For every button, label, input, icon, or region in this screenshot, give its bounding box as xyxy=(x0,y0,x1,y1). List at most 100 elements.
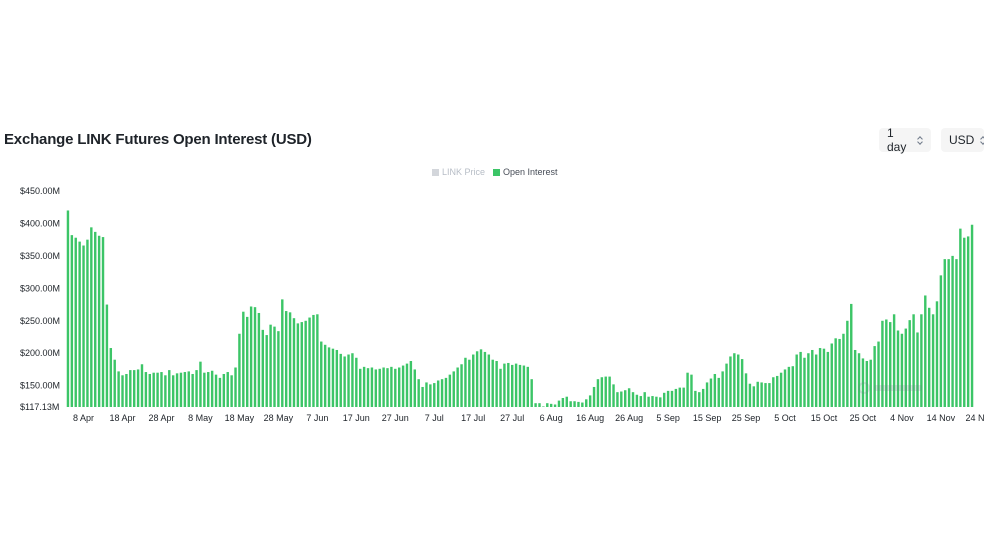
open-interest-bar[interactable] xyxy=(553,404,557,407)
open-interest-bar[interactable] xyxy=(916,332,919,407)
open-interest-bar[interactable] xyxy=(413,369,416,407)
open-interest-bar[interactable] xyxy=(304,320,307,407)
open-interest-bar[interactable] xyxy=(842,333,845,407)
open-interest-bar[interactable] xyxy=(109,348,113,407)
open-interest-bar[interactable] xyxy=(378,368,381,407)
open-interest-bar[interactable] xyxy=(499,368,502,407)
open-interest-bar[interactable] xyxy=(249,306,253,408)
open-interest-bar[interactable] xyxy=(713,373,717,407)
open-interest-bar[interactable] xyxy=(803,357,806,407)
open-interest-bar[interactable] xyxy=(549,403,553,407)
open-interest-bar[interactable] xyxy=(296,323,300,407)
interval-select[interactable]: 1 day xyxy=(879,126,931,154)
currency-select[interactable]: USD xyxy=(941,128,984,152)
open-interest-bar[interactable] xyxy=(292,318,296,407)
open-interest-bar[interactable] xyxy=(507,362,510,407)
open-interest-bar[interactable] xyxy=(538,403,541,407)
open-interest-bar[interactable] xyxy=(417,379,420,407)
open-interest-bar[interactable] xyxy=(908,320,911,407)
open-interest-bar[interactable] xyxy=(214,374,218,407)
open-interest-bar[interactable] xyxy=(94,231,97,407)
open-interest-bar[interactable] xyxy=(694,390,697,407)
open-interest-bar[interactable] xyxy=(690,374,693,407)
open-interest-bar[interactable] xyxy=(581,402,584,407)
open-interest-bar[interactable] xyxy=(195,370,198,407)
open-interest-bar[interactable] xyxy=(666,390,670,407)
open-interest-bar[interactable] xyxy=(347,354,350,407)
open-interest-bar[interactable] xyxy=(729,356,732,407)
open-interest-bar[interactable] xyxy=(281,299,284,407)
open-interest-bar[interactable] xyxy=(218,377,222,407)
open-interest-bar[interactable] xyxy=(678,387,681,407)
open-interest-bar[interactable] xyxy=(390,366,393,407)
open-interest-bar[interactable] xyxy=(207,372,210,407)
open-interest-bar[interactable] xyxy=(573,401,576,407)
open-interest-bar[interactable] xyxy=(791,366,794,407)
open-interest-bar[interactable] xyxy=(585,399,588,407)
open-interest-bar[interactable] xyxy=(951,255,954,407)
open-interest-bar[interactable] xyxy=(577,401,580,407)
open-interest-bar[interactable] xyxy=(335,349,339,407)
open-interest-bar[interactable] xyxy=(132,370,136,407)
open-interest-bar[interactable] xyxy=(448,374,452,407)
open-interest-bar[interactable] xyxy=(312,314,315,407)
open-interest-bar[interactable] xyxy=(140,364,144,407)
open-interest-bar[interactable] xyxy=(257,312,261,407)
open-interest-bar[interactable] xyxy=(121,375,124,407)
open-interest-bar[interactable] xyxy=(514,363,518,407)
open-interest-bar[interactable] xyxy=(409,361,413,407)
legend-item-open-interest[interactable]: Open Interest xyxy=(493,167,558,177)
open-interest-bar[interactable] xyxy=(768,383,771,407)
legend-item-link-price[interactable]: LINK Price xyxy=(432,167,485,177)
open-interest-bar[interactable] xyxy=(873,346,876,407)
open-interest-bar[interactable] xyxy=(546,403,549,407)
open-interest-bar[interactable] xyxy=(265,335,268,407)
open-interest-bar[interactable] xyxy=(834,338,837,407)
open-interest-bar[interactable] xyxy=(331,348,335,407)
open-interest-bar[interactable] xyxy=(635,394,639,407)
open-interest-bar[interactable] xyxy=(959,228,962,407)
open-interest-bar[interactable] xyxy=(487,354,491,407)
open-interest-bar[interactable] xyxy=(105,304,109,407)
open-interest-bar[interactable] xyxy=(78,241,81,407)
open-interest-bar[interactable] xyxy=(518,364,522,407)
open-interest-bar[interactable] xyxy=(339,353,342,407)
open-interest-bar[interactable] xyxy=(775,375,779,407)
open-interest-bar[interactable] xyxy=(627,388,631,407)
open-interest-bar[interactable] xyxy=(881,320,884,407)
open-interest-bar[interactable] xyxy=(101,237,105,407)
open-interest-bar[interactable] xyxy=(503,363,506,407)
open-interest-bar[interactable] xyxy=(86,239,89,407)
open-interest-bar[interactable] xyxy=(152,372,155,407)
open-interest-bar[interactable] xyxy=(885,319,888,407)
open-interest-bar[interactable] xyxy=(853,349,857,407)
open-interest-bar[interactable] xyxy=(70,235,74,407)
open-interest-bar[interactable] xyxy=(483,351,487,407)
open-interest-bar[interactable] xyxy=(97,235,101,407)
open-interest-bar[interactable] xyxy=(838,338,841,407)
open-interest-bar[interactable] xyxy=(811,349,814,407)
open-interest-bar[interactable] xyxy=(814,354,818,407)
open-interest-bar[interactable] xyxy=(90,227,93,407)
open-interest-bar[interactable] xyxy=(277,331,280,407)
open-interest-bar[interactable] xyxy=(456,367,459,408)
open-interest-bar[interactable] xyxy=(608,376,611,407)
open-interest-bar[interactable] xyxy=(639,396,643,407)
open-interest-bar[interactable] xyxy=(896,330,900,407)
open-interest-bar[interactable] xyxy=(234,367,237,408)
open-interest-bar[interactable] xyxy=(795,354,798,407)
open-interest-bar[interactable] xyxy=(826,351,830,407)
open-interest-bar[interactable] xyxy=(273,326,276,407)
open-interest-bar[interactable] xyxy=(651,396,654,407)
open-interest-bar[interactable] xyxy=(701,388,705,407)
open-interest-bar[interactable] xyxy=(386,368,389,407)
open-interest-bar[interactable] xyxy=(136,369,140,407)
open-interest-bar[interactable] xyxy=(760,382,763,407)
open-interest-bar[interactable] xyxy=(783,369,787,407)
open-interest-bar[interactable] xyxy=(175,373,179,407)
open-interest-bar[interactable] xyxy=(160,372,163,407)
open-interest-bar[interactable] xyxy=(725,363,728,407)
open-interest-bar[interactable] xyxy=(698,392,701,407)
open-interest-bar[interactable] xyxy=(592,386,596,407)
open-interest-bar[interactable] xyxy=(846,320,849,407)
